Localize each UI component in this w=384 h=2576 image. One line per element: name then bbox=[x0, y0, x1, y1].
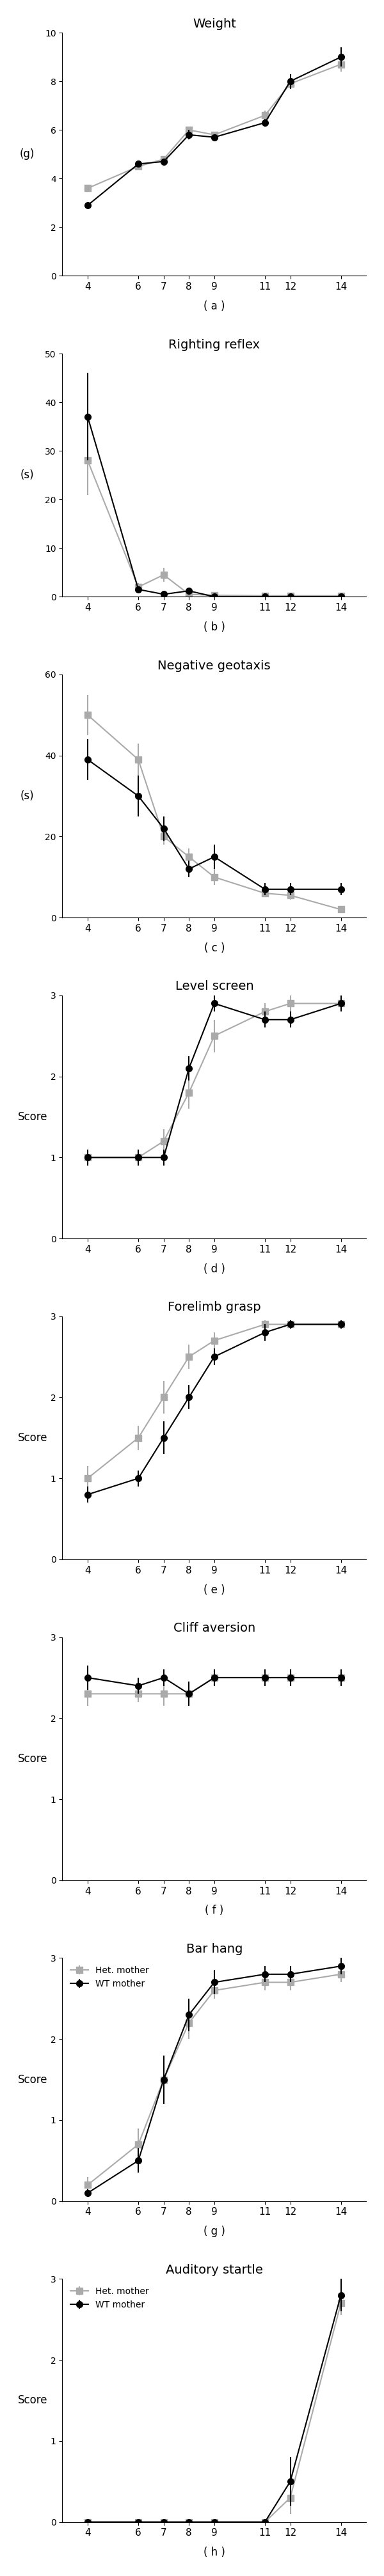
X-axis label: ( e ): ( e ) bbox=[204, 1584, 225, 1595]
Legend: Het. mother, WT mother: Het. mother, WT mother bbox=[67, 2282, 152, 2313]
X-axis label: ( f ): ( f ) bbox=[205, 1904, 223, 1917]
Legend: Het. mother, WT mother: Het. mother, WT mother bbox=[67, 1963, 152, 1991]
Title: Level screen: Level screen bbox=[175, 981, 253, 992]
X-axis label: ( c ): ( c ) bbox=[204, 943, 225, 953]
Title: Bar hang: Bar hang bbox=[186, 1942, 243, 1955]
Title: Righting reflex: Righting reflex bbox=[169, 337, 260, 350]
Title: Weight: Weight bbox=[192, 18, 236, 31]
Title: Negative geotaxis: Negative geotaxis bbox=[158, 659, 271, 672]
Y-axis label: (g): (g) bbox=[20, 149, 35, 160]
Title: Cliff aversion: Cliff aversion bbox=[173, 1623, 255, 1633]
Title: Auditory startle: Auditory startle bbox=[166, 2264, 263, 2277]
X-axis label: ( h ): ( h ) bbox=[204, 2548, 225, 2558]
Y-axis label: (s): (s) bbox=[20, 791, 34, 801]
Y-axis label: Score: Score bbox=[18, 1432, 48, 1443]
Y-axis label: Score: Score bbox=[18, 1110, 48, 1123]
X-axis label: ( a ): ( a ) bbox=[204, 301, 225, 312]
X-axis label: ( d ): ( d ) bbox=[204, 1262, 225, 1275]
X-axis label: ( g ): ( g ) bbox=[204, 2226, 225, 2239]
Y-axis label: Score: Score bbox=[18, 2074, 48, 2087]
Title: Forelimb grasp: Forelimb grasp bbox=[168, 1301, 261, 1314]
Y-axis label: Score: Score bbox=[18, 2396, 48, 2406]
Y-axis label: (s): (s) bbox=[20, 469, 34, 482]
X-axis label: ( b ): ( b ) bbox=[204, 621, 225, 634]
Y-axis label: Score: Score bbox=[18, 1752, 48, 1765]
